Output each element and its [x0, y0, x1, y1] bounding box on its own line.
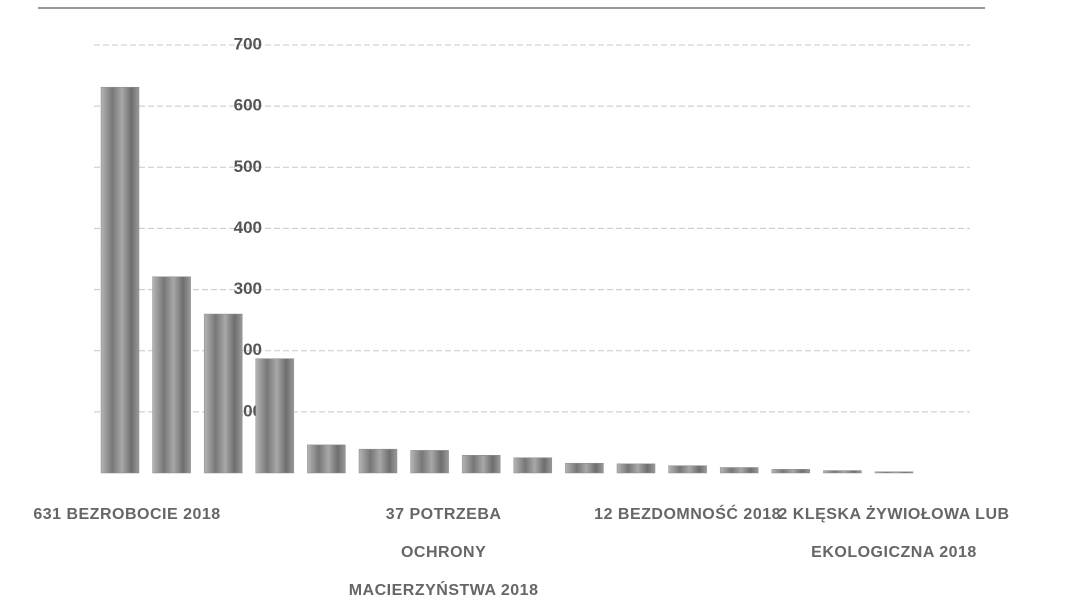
y-tick-label: 500: [234, 157, 262, 176]
bar: [410, 450, 449, 474]
bar: [203, 313, 243, 474]
y-tick-label: 400: [234, 218, 262, 237]
bar: [358, 448, 398, 474]
bar: [307, 444, 346, 474]
bar: [100, 86, 140, 474]
x-tick-label: 37 POTRZEBA OCHRONY MACIERZYŃSTWA 2018: [348, 506, 539, 599]
bar: [616, 463, 656, 474]
bar: [668, 465, 707, 474]
x-tick-label: 12 BEZDOMNOŚĆ 2018: [594, 506, 782, 523]
x-tick-label: 631 BEZROBOCIE 2018: [33, 506, 221, 523]
bar: [255, 358, 295, 474]
bar: [513, 457, 553, 474]
y-tick-label: 300: [234, 279, 262, 298]
bar: [152, 276, 191, 474]
page: {"chart_data": {"type": "bar", "categori…: [33, 7, 1010, 599]
bar: [874, 471, 914, 474]
y-tick-label: 700: [234, 34, 262, 53]
bar: [565, 462, 604, 474]
x-tick-label: 2 KLĘSKA ŻYWIOŁOWA LUB EKOLOGICZNA 2018: [778, 506, 1010, 561]
bar: [771, 469, 811, 474]
y-tick-label: 600: [234, 96, 262, 115]
bar: [823, 470, 862, 474]
bar: [719, 467, 759, 474]
bar: [461, 455, 501, 474]
